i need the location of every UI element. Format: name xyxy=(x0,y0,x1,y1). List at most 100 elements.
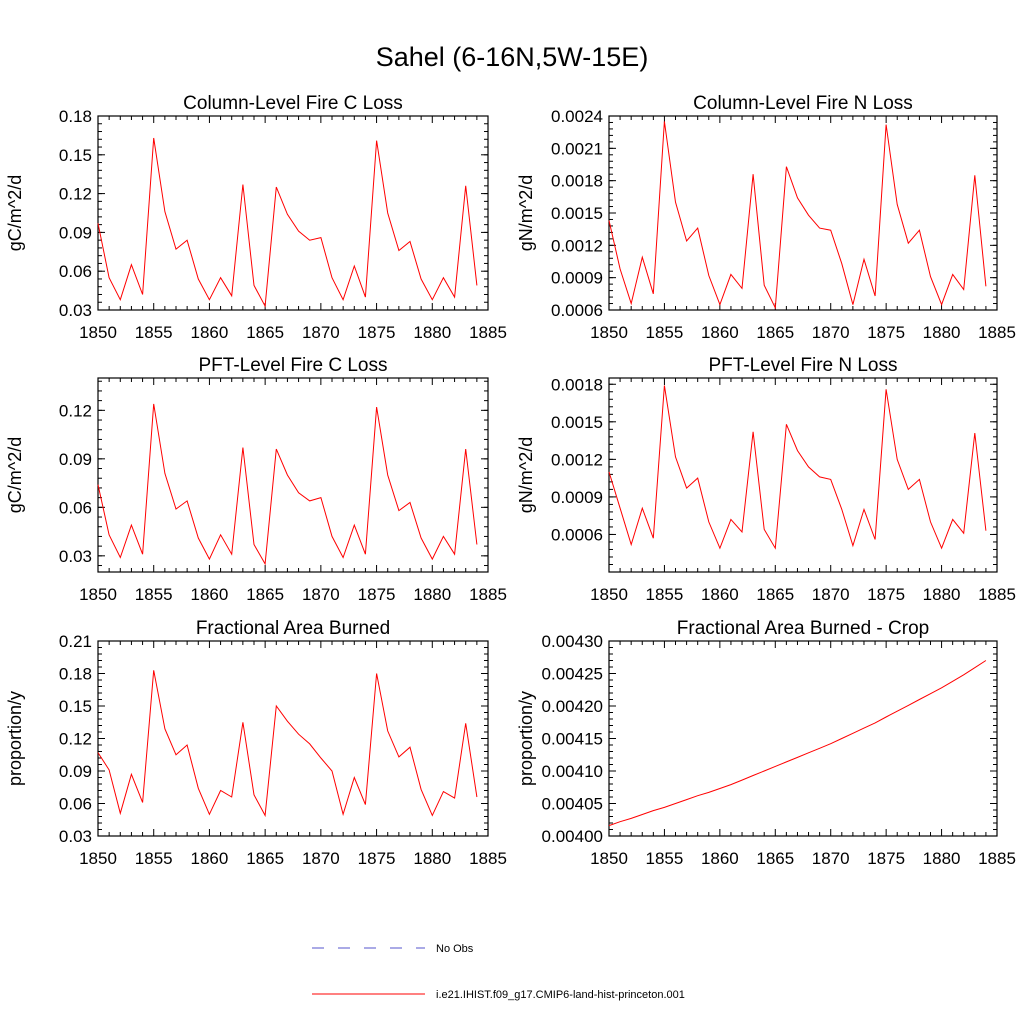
legend-label-model: i.e21.IHIST.f09_g17.CMIP6-land-hist-prin… xyxy=(436,989,685,1001)
panel-title: Fractional Area Burned xyxy=(196,618,390,639)
y-tick-label: 0.0015 xyxy=(551,204,603,223)
x-tick-label: 1865 xyxy=(246,849,284,868)
x-tick-label: 1880 xyxy=(413,323,451,342)
series-line xyxy=(97,137,478,308)
y-axis-label: gC/m^2/d xyxy=(5,437,25,513)
y-tick-label: 0.0021 xyxy=(551,139,603,158)
x-tick-label: 1860 xyxy=(701,323,739,342)
y-tick-label: 0.0009 xyxy=(551,269,603,288)
y-tick-label: 0.12 xyxy=(59,401,92,420)
x-tick-label: 1865 xyxy=(756,585,794,604)
x-tick-label: 1875 xyxy=(358,585,396,604)
x-tick-label: 1865 xyxy=(246,323,284,342)
x-tick-label: 1850 xyxy=(590,323,628,342)
chart-panel-3: PFT-Level Fire C Loss gC/m^2/d 1850 1855 186… xyxy=(5,355,507,604)
x-tick-label: 1865 xyxy=(756,849,794,868)
x-tick-label: 1870 xyxy=(302,585,340,604)
y-tick-label: 0.0018 xyxy=(551,172,603,191)
y-axis-label: proportion/y xyxy=(516,691,536,786)
x-tick-label: 1855 xyxy=(646,323,684,342)
x-tick-label: 1850 xyxy=(79,585,117,604)
x-tick-label: 1885 xyxy=(469,585,507,604)
x-tick-label: 1870 xyxy=(302,849,340,868)
y-tick-label: 0.00410 xyxy=(542,762,603,781)
y-axis-label: gN/m^2/d xyxy=(516,437,536,513)
y-tick-label: 0.21 xyxy=(59,632,92,651)
y-tick-label: 0.03 xyxy=(59,827,92,846)
series-line xyxy=(608,385,987,550)
panel-title: PFT-Level Fire C Loss xyxy=(199,355,388,376)
panel-grid: Column-Level Fire C Loss gC/m^2/d 1850 1855… xyxy=(5,93,1016,868)
y-tick-label: 0.00425 xyxy=(542,665,603,684)
x-tick-label: 1860 xyxy=(701,849,739,868)
y-tick-label: 0.0006 xyxy=(551,525,603,544)
x-tick-label: 1855 xyxy=(646,585,684,604)
x-tick-label: 1885 xyxy=(978,323,1016,342)
x-tick-label: 1870 xyxy=(812,585,850,604)
y-axis-label: proportion/y xyxy=(5,691,25,786)
chart-panel-5: Fractional Area Burned proportion/y 1850 18… xyxy=(5,618,507,868)
y-tick-label: 0.06 xyxy=(59,262,92,281)
y-tick-label: 0.09 xyxy=(59,450,92,469)
plot-frame xyxy=(97,115,489,311)
x-tick-label: 1860 xyxy=(191,849,229,868)
x-tick-label: 1875 xyxy=(358,323,396,342)
series-line xyxy=(608,660,987,827)
x-tick-label: 1855 xyxy=(135,323,173,342)
y-tick-label: 0.00430 xyxy=(542,632,603,651)
x-tick-label: 1855 xyxy=(135,849,173,868)
y-axis-label: gN/m^2/d xyxy=(516,175,536,251)
legend-item-model: i.e21.IHIST.f09_g17.CMIP6-land-hist-prin… xyxy=(312,989,685,1001)
y-tick-label: 0.18 xyxy=(59,665,92,684)
y-tick-label: 0.0024 xyxy=(551,107,603,126)
x-tick-label: 1855 xyxy=(135,585,173,604)
y-tick-label: 0.03 xyxy=(59,547,92,566)
series-line xyxy=(97,670,478,818)
y-tick-label: 0.0018 xyxy=(551,375,603,394)
x-tick-label: 1870 xyxy=(302,323,340,342)
x-tick-label: 1875 xyxy=(358,849,396,868)
x-tick-label: 1880 xyxy=(923,323,961,342)
y-tick-label: 0.15 xyxy=(59,697,92,716)
panel-title: PFT-Level Fire N Loss xyxy=(709,355,898,376)
x-tick-label: 1855 xyxy=(646,849,684,868)
y-tick-label: 0.06 xyxy=(59,498,92,517)
y-tick-label: 0.0009 xyxy=(551,488,603,507)
x-tick-label: 1885 xyxy=(469,323,507,342)
legend-label-no-obs: No Obs xyxy=(436,943,474,955)
y-tick-label: 0.12 xyxy=(59,185,92,204)
series-line xyxy=(608,121,987,310)
chart-panel-2: Column-Level Fire N Loss gN/m^2/d 1850 1855… xyxy=(516,93,1016,342)
y-tick-label: 0.0012 xyxy=(551,450,603,469)
x-tick-label: 1860 xyxy=(701,585,739,604)
x-tick-label: 1880 xyxy=(413,849,451,868)
x-tick-label: 1870 xyxy=(812,849,850,868)
x-tick-label: 1860 xyxy=(191,323,229,342)
y-tick-label: 0.00405 xyxy=(542,795,603,814)
x-tick-label: 1885 xyxy=(978,585,1016,604)
plot-frame xyxy=(97,377,489,573)
y-tick-label: 0.06 xyxy=(59,795,92,814)
panel-title: Column-Level Fire C Loss xyxy=(183,93,403,114)
x-tick-label: 1865 xyxy=(756,323,794,342)
x-tick-label: 1885 xyxy=(469,849,507,868)
x-tick-label: 1880 xyxy=(923,849,961,868)
y-tick-label: 0.18 xyxy=(59,107,92,126)
y-tick-label: 0.09 xyxy=(59,762,92,781)
y-tick-label: 0.00400 xyxy=(542,827,603,846)
plot-frame xyxy=(97,640,489,837)
x-tick-label: 1875 xyxy=(867,585,905,604)
y-axis-label: gC/m^2/d xyxy=(5,175,25,251)
x-tick-label: 1850 xyxy=(79,323,117,342)
y-tick-label: 0.03 xyxy=(59,301,92,320)
y-tick-label: 0.09 xyxy=(59,223,92,242)
legend-item-no-obs: No Obs xyxy=(312,943,474,955)
y-tick-label: 0.0012 xyxy=(551,236,603,255)
x-tick-label: 1850 xyxy=(590,849,628,868)
y-tick-label: 0.00415 xyxy=(542,730,603,749)
y-tick-label: 0.0015 xyxy=(551,413,603,432)
x-tick-label: 1875 xyxy=(867,323,905,342)
x-tick-label: 1880 xyxy=(923,585,961,604)
x-tick-label: 1880 xyxy=(413,585,451,604)
panel-title: Fractional Area Burned - Crop xyxy=(677,618,929,639)
